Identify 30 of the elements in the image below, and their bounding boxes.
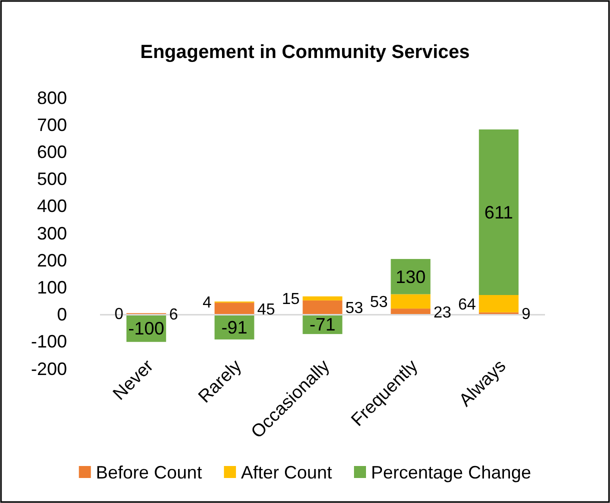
chart-title: Engagement in Community Services: [140, 42, 470, 63]
data-label: 64: [458, 296, 476, 314]
y-tick-label: -100: [30, 332, 67, 352]
y-tick-label: -200: [30, 358, 67, 379]
y-tick-label: 600: [36, 142, 67, 162]
data-label: -71: [309, 314, 336, 335]
data-label: 15: [282, 291, 300, 308]
data-label: 611: [484, 202, 514, 223]
data-label: 0: [114, 306, 124, 323]
data-label: 4: [202, 294, 212, 312]
data-label: 53: [370, 294, 388, 311]
y-tick-label: 700: [36, 114, 67, 135]
data-label: -91: [221, 317, 248, 338]
data-label: 9: [522, 306, 531, 324]
data-label: 45: [257, 301, 276, 318]
data-label: 6: [169, 306, 178, 324]
data-label: 53: [345, 300, 364, 318]
data-label: -100: [128, 318, 164, 339]
legend-label: After Count: [240, 462, 332, 482]
y-tick-label: 500: [36, 169, 67, 190]
y-tick-label: 400: [36, 196, 67, 216]
legend-label: Percentage Change: [371, 462, 532, 482]
data-label: 130: [396, 266, 426, 287]
y-tick-label: 200: [36, 250, 67, 270]
y-tick-label: 100: [36, 277, 67, 298]
y-tick-label: 0: [56, 304, 67, 325]
data-label: 23: [433, 304, 452, 322]
legend-label: Before Count: [96, 462, 202, 482]
y-tick-label: 300: [36, 223, 67, 244]
y-tick-label: 800: [36, 88, 67, 108]
